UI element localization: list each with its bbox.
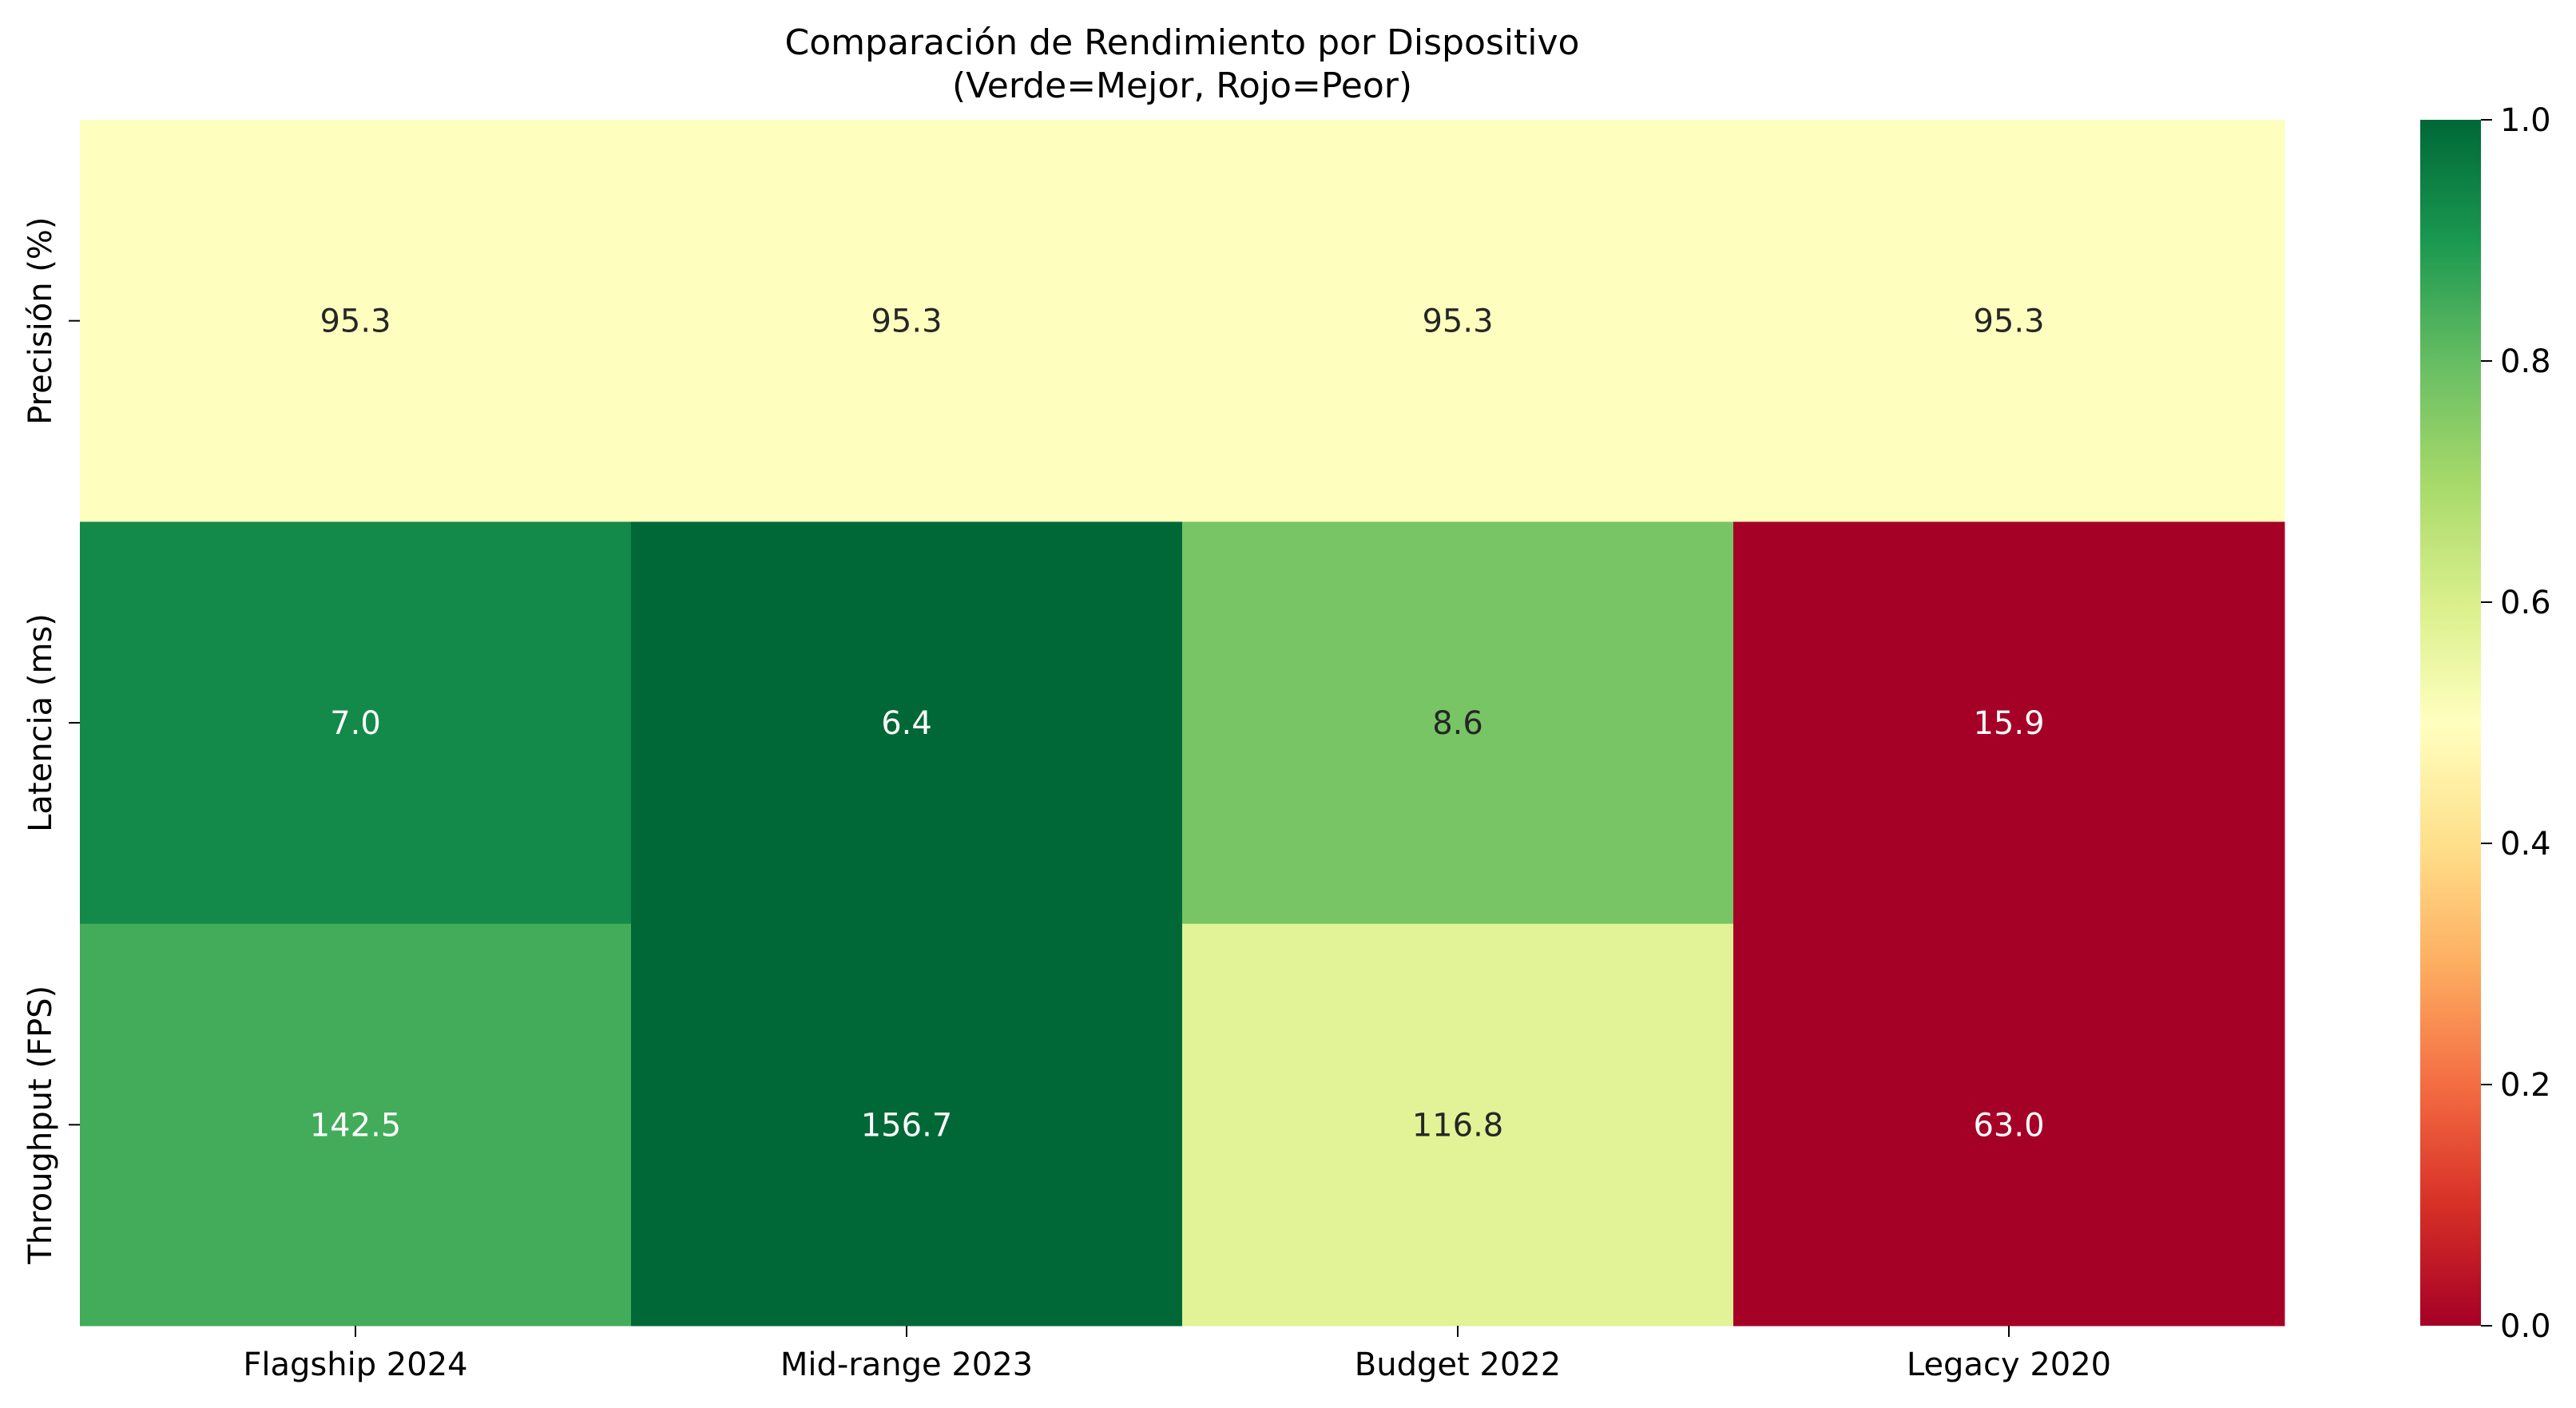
cell-value-label: 95.3 — [320, 303, 391, 340]
heatmap-cell-labels: 95.3 95.3 95.3 95.3 7.0 6.4 8.6 15.9 142.5 156.7 1… — [310, 303, 2045, 1144]
x-tick-label: Budget 2022 — [1355, 1347, 1561, 1383]
heatmap-cell — [631, 923, 1183, 1327]
colorbar-tick-label: 0.2 — [2500, 1067, 2551, 1104]
cell-value-label: 156.7 — [861, 1107, 953, 1144]
heatmap-cell — [631, 522, 1183, 925]
heatmap-cell — [80, 923, 632, 1327]
cell-value-label: 95.3 — [871, 303, 942, 340]
cell-value-label: 63.0 — [1973, 1107, 2044, 1144]
heatmap-cell — [631, 120, 1183, 522]
heatmap-cell — [1182, 120, 1734, 522]
y-axis: Precisión (%) Latencia (ms) Throughput (FP… — [22, 216, 80, 1265]
heatmap-cell — [80, 120, 632, 522]
chart-subtitle: (Verde=Mejor, Rojo=Peor) — [952, 65, 1412, 106]
heatmap-cell — [1182, 923, 1734, 1327]
cell-value-label: 116.8 — [1412, 1107, 1504, 1144]
y-tick-label: Latencia (ms) — [22, 613, 59, 832]
colorbar-tick-label: 0.6 — [2500, 585, 2551, 621]
x-tick-label: Flagship 2024 — [243, 1347, 467, 1383]
cell-value-label: 6.4 — [881, 705, 932, 742]
colorbar: 0.0 0.2 0.4 0.6 0.8 1.0 — [2420, 102, 2551, 1345]
cell-value-label: 95.3 — [1973, 303, 2044, 340]
colorbar-tick-label: 0.8 — [2500, 343, 2551, 380]
cell-value-label: 8.6 — [1432, 705, 1483, 742]
x-tick-label: Legacy 2020 — [1907, 1347, 2111, 1383]
colorbar-tick-label: 1.0 — [2500, 102, 2551, 139]
colorbar-gradient — [2420, 120, 2481, 1326]
heatmap-cell — [1182, 522, 1734, 925]
colorbar-tick-label: 0.0 — [2500, 1308, 2551, 1345]
heatmap-cell — [80, 522, 632, 925]
x-tick-label: Mid-range 2023 — [780, 1347, 1033, 1383]
heatmap-cells — [80, 120, 2285, 1327]
cell-value-label: 142.5 — [310, 1107, 402, 1144]
y-tick-label: Precisión (%) — [22, 216, 59, 424]
heatmap-cell — [1733, 120, 2285, 522]
heatmap-cell — [1733, 522, 2285, 925]
cell-value-label: 15.9 — [1973, 705, 2044, 742]
cell-value-label: 95.3 — [1422, 303, 1493, 340]
colorbar-tick-label: 0.4 — [2500, 826, 2551, 863]
cell-value-label: 7.0 — [330, 705, 381, 742]
x-axis: Flagship 2024 Mid-range 2023 Budget 2022 Le… — [243, 1326, 2111, 1383]
y-tick-label: Throughput (FPS) — [22, 986, 59, 1265]
heatmap-cell — [1733, 923, 2285, 1327]
chart-title: Comparación de Rendimiento por Dispositi… — [785, 22, 1580, 63]
